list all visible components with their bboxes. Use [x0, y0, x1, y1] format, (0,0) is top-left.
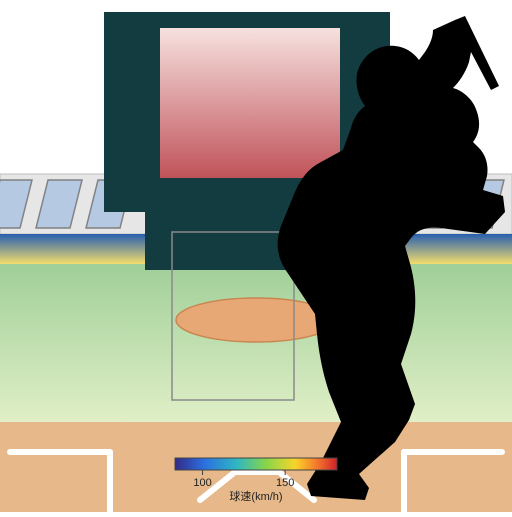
speed-colorbar [175, 458, 337, 470]
colorbar-tick-label: 100 [193, 477, 211, 489]
colorbar-axis-label: 球速(km/h) [229, 489, 282, 503]
colorbar-tick-label: 150 [276, 477, 294, 489]
pitch-location-diagram: 100 150球速(km/h) [0, 0, 512, 512]
scoreboard-screen [160, 28, 340, 178]
outfield-grass [0, 264, 512, 422]
